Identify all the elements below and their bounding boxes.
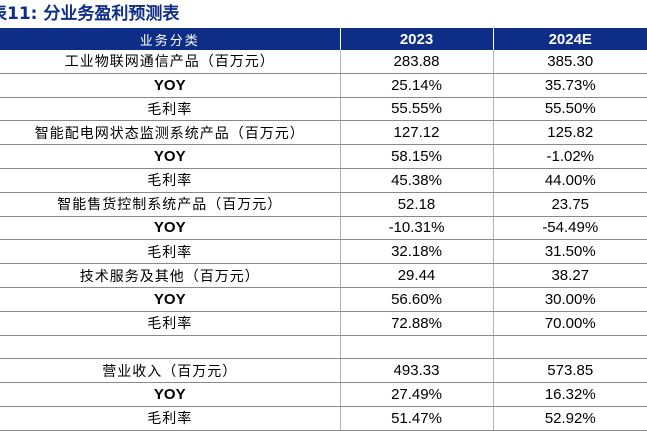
table-title-text: 分业务盈利预测表	[43, 4, 180, 24]
header-2023: 2023	[340, 28, 494, 50]
table-row: 毛利率 72.88% 70.00%	[0, 311, 647, 336]
value-2024e: 23.75	[493, 192, 647, 217]
header-business-category: 业务分类	[0, 28, 341, 50]
row-label: 毛利率	[0, 311, 341, 336]
value-2023: 56.60%	[340, 287, 494, 312]
value-2023: -10.31%	[340, 216, 494, 241]
value-2024e: 38.27	[493, 263, 647, 288]
value-2024e: 385.30	[493, 50, 647, 74]
row-label: YOY	[0, 73, 341, 98]
value-2023: 52.18	[340, 192, 494, 217]
row-label: 毛利率	[0, 406, 341, 431]
table-row: YOY 27.49% 16.32%	[0, 382, 647, 407]
value-2024e: 35.73%	[493, 73, 647, 98]
row-label: 毛利率	[0, 168, 341, 193]
table-row: YOY 25.14% 35.73%	[0, 73, 647, 98]
row-label: YOY	[0, 144, 341, 169]
row-label: 智能售货控制系统产品（百万元）	[0, 192, 341, 217]
row-label: 智能配电网状态监测系统产品（百万元）	[0, 120, 341, 146]
value-2023: 283.88	[340, 50, 494, 74]
value-2024e: 52.92%	[493, 406, 647, 431]
table-number: 表11:	[0, 4, 38, 24]
value-2024e: 16.32%	[493, 382, 647, 407]
table-row: 技术服务及其他（百万元） 29.44 38.27	[0, 263, 647, 288]
row-label: YOY	[0, 382, 341, 407]
table-row: YOY 58.15% -1.02%	[0, 144, 647, 169]
value-2023: 45.38%	[340, 168, 494, 193]
value-2024e: 125.82	[493, 120, 647, 146]
value-2023: 51.47%	[340, 406, 494, 431]
table-body: 工业物联网通信产品（百万元） 283.88 385.30 YOY 25.14% 35.73…	[0, 50, 647, 431]
table-row: 智能配电网状态监测系统产品（百万元） 127.12 125.82	[0, 120, 647, 146]
row-label: YOY	[0, 216, 341, 241]
value-2023: 72.88%	[340, 311, 494, 336]
spacer-row	[0, 335, 647, 360]
value-2023: 58.15%	[340, 144, 494, 169]
table-row: 毛利率 45.38% 44.00%	[0, 168, 647, 193]
value-2024e: 44.00%	[493, 168, 647, 193]
value-2023: 493.33	[340, 358, 494, 384]
value-2023: 29.44	[340, 263, 494, 288]
row-label: 毛利率	[0, 97, 341, 122]
table-row: 毛利率 51.47% 52.92%	[0, 406, 647, 431]
value-2024e: 70.00%	[493, 311, 647, 336]
value-2023: 127.12	[340, 120, 494, 146]
table-row: 毛利率 32.18% 31.50%	[0, 239, 647, 265]
row-label: 毛利率	[0, 239, 341, 265]
table-row: 工业物联网通信产品（百万元） 283.88 385.30	[0, 50, 647, 74]
header-2024e: 2024E	[493, 28, 647, 50]
value-2024e: 573.85	[493, 358, 647, 384]
value-2024e: -1.02%	[493, 144, 647, 169]
table-row: YOY -10.31% -54.49%	[0, 216, 647, 241]
row-label	[0, 335, 341, 360]
value-2023: 32.18%	[340, 239, 494, 265]
row-label: 营业收入（百万元）	[0, 358, 341, 384]
table-row: 营业收入（百万元） 493.33 573.85	[0, 358, 647, 384]
value-2024e: -54.49%	[493, 216, 647, 241]
table-title: 表11: 分业务盈利预测表	[0, 0, 647, 28]
value-2023: 55.55%	[340, 97, 494, 122]
value-2023	[340, 335, 494, 360]
value-2023: 25.14%	[340, 73, 494, 98]
row-label: YOY	[0, 287, 341, 312]
row-label: 技术服务及其他（百万元）	[0, 263, 341, 288]
value-2024e: 55.50%	[493, 97, 647, 122]
table-row: 毛利率 55.55% 55.50%	[0, 97, 647, 122]
table-row: YOY 56.60% 30.00%	[0, 287, 647, 312]
row-label: 工业物联网通信产品（百万元）	[0, 50, 341, 74]
forecast-table: 业务分类 2023 2024E 工业物联网通信产品（百万元） 283.88 385.…	[0, 28, 647, 431]
value-2024e: 31.50%	[493, 239, 647, 265]
value-2024e	[493, 335, 647, 360]
table-row: 智能售货控制系统产品（百万元） 52.18 23.75	[0, 192, 647, 217]
header-row: 业务分类 2023 2024E	[0, 28, 647, 50]
value-2024e: 30.00%	[493, 287, 647, 312]
value-2023: 27.49%	[340, 382, 494, 407]
